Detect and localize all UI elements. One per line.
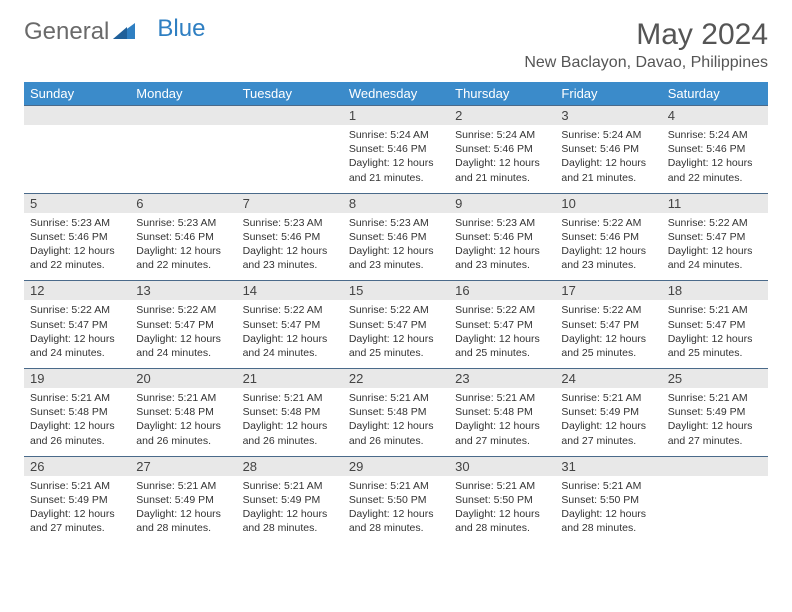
- day-cell: Sunrise: 5:22 AM Sunset: 5:47 PM Dayligh…: [343, 300, 449, 368]
- header: General Blue May 2024 New Baclayon, Dava…: [24, 18, 768, 72]
- day-cell: Sunrise: 5:23 AM Sunset: 5:46 PM Dayligh…: [343, 213, 449, 281]
- day-cell: [24, 125, 130, 193]
- day-number: 19: [24, 369, 130, 388]
- day-cell: Sunrise: 5:21 AM Sunset: 5:49 PM Dayligh…: [237, 476, 343, 544]
- day-number: [130, 106, 236, 125]
- day-number: 27: [130, 457, 236, 476]
- day-cell: Sunrise: 5:21 AM Sunset: 5:50 PM Dayligh…: [449, 476, 555, 544]
- day-cell: Sunrise: 5:24 AM Sunset: 5:46 PM Dayligh…: [662, 125, 768, 193]
- day-header: Friday: [555, 82, 661, 105]
- day-cell: Sunrise: 5:24 AM Sunset: 5:46 PM Dayligh…: [343, 125, 449, 193]
- day-cell: Sunrise: 5:21 AM Sunset: 5:49 PM Dayligh…: [130, 476, 236, 544]
- day-cell: Sunrise: 5:23 AM Sunset: 5:46 PM Dayligh…: [449, 213, 555, 281]
- day-number: 6: [130, 194, 236, 213]
- day-num-row: 12131415161718: [24, 280, 768, 300]
- day-number: 16: [449, 281, 555, 300]
- day-number: 5: [24, 194, 130, 213]
- day-cell: Sunrise: 5:22 AM Sunset: 5:47 PM Dayligh…: [237, 300, 343, 368]
- day-number: 1: [343, 106, 449, 125]
- day-number: [662, 457, 768, 476]
- day-cell: [662, 476, 768, 544]
- day-header: Tuesday: [237, 82, 343, 105]
- day-number: 17: [555, 281, 661, 300]
- day-number: 30: [449, 457, 555, 476]
- location: New Baclayon, Davao, Philippines: [524, 54, 768, 72]
- weeks: 1234Sunrise: 5:24 AM Sunset: 5:46 PM Day…: [24, 105, 768, 543]
- day-number: 24: [555, 369, 661, 388]
- day-cell: [130, 125, 236, 193]
- day-cell: Sunrise: 5:21 AM Sunset: 5:48 PM Dayligh…: [24, 388, 130, 456]
- day-content-row: Sunrise: 5:24 AM Sunset: 5:46 PM Dayligh…: [24, 125, 768, 193]
- day-cell: Sunrise: 5:24 AM Sunset: 5:46 PM Dayligh…: [449, 125, 555, 193]
- day-number: 23: [449, 369, 555, 388]
- logo-triangle-icon: [113, 18, 135, 46]
- day-cell: Sunrise: 5:23 AM Sunset: 5:46 PM Dayligh…: [24, 213, 130, 281]
- day-cell: Sunrise: 5:24 AM Sunset: 5:46 PM Dayligh…: [555, 125, 661, 193]
- day-cell: [237, 125, 343, 193]
- day-number: [237, 106, 343, 125]
- day-number: 3: [555, 106, 661, 125]
- day-number: 25: [662, 369, 768, 388]
- day-number: 29: [343, 457, 449, 476]
- day-cell: Sunrise: 5:22 AM Sunset: 5:47 PM Dayligh…: [130, 300, 236, 368]
- day-number: 13: [130, 281, 236, 300]
- day-number: 2: [449, 106, 555, 125]
- day-number: 22: [343, 369, 449, 388]
- day-number: 18: [662, 281, 768, 300]
- day-num-row: 19202122232425: [24, 368, 768, 388]
- day-number: 9: [449, 194, 555, 213]
- day-header: Saturday: [662, 82, 768, 105]
- day-number: 15: [343, 281, 449, 300]
- day-cell: Sunrise: 5:21 AM Sunset: 5:49 PM Dayligh…: [555, 388, 661, 456]
- day-number: 12: [24, 281, 130, 300]
- day-header: Thursday: [449, 82, 555, 105]
- day-cell: Sunrise: 5:21 AM Sunset: 5:48 PM Dayligh…: [343, 388, 449, 456]
- day-cell: Sunrise: 5:23 AM Sunset: 5:46 PM Dayligh…: [237, 213, 343, 281]
- day-cell: Sunrise: 5:22 AM Sunset: 5:47 PM Dayligh…: [449, 300, 555, 368]
- logo: General Blue: [24, 18, 205, 46]
- day-number: 7: [237, 194, 343, 213]
- day-cell: Sunrise: 5:21 AM Sunset: 5:48 PM Dayligh…: [237, 388, 343, 456]
- day-number: 31: [555, 457, 661, 476]
- day-number: 20: [130, 369, 236, 388]
- day-num-row: 262728293031: [24, 456, 768, 476]
- day-number: 14: [237, 281, 343, 300]
- day-number: 28: [237, 457, 343, 476]
- logo-text-blue: Blue: [157, 15, 205, 43]
- day-header: Sunday: [24, 82, 130, 105]
- month-title: May 2024: [524, 18, 768, 52]
- day-number: 11: [662, 194, 768, 213]
- day-cell: Sunrise: 5:22 AM Sunset: 5:47 PM Dayligh…: [555, 300, 661, 368]
- day-cell: Sunrise: 5:21 AM Sunset: 5:47 PM Dayligh…: [662, 300, 768, 368]
- day-number: 8: [343, 194, 449, 213]
- day-cell: Sunrise: 5:21 AM Sunset: 5:49 PM Dayligh…: [662, 388, 768, 456]
- day-number: [24, 106, 130, 125]
- day-cell: Sunrise: 5:22 AM Sunset: 5:47 PM Dayligh…: [24, 300, 130, 368]
- title-block: May 2024 New Baclayon, Davao, Philippine…: [524, 18, 768, 72]
- day-cell: Sunrise: 5:21 AM Sunset: 5:48 PM Dayligh…: [130, 388, 236, 456]
- day-number: 4: [662, 106, 768, 125]
- day-number: 10: [555, 194, 661, 213]
- calendar: Sunday Monday Tuesday Wednesday Thursday…: [24, 82, 768, 543]
- day-cell: Sunrise: 5:22 AM Sunset: 5:46 PM Dayligh…: [555, 213, 661, 281]
- day-number: 21: [237, 369, 343, 388]
- day-content-row: Sunrise: 5:21 AM Sunset: 5:48 PM Dayligh…: [24, 388, 768, 456]
- day-content-row: Sunrise: 5:22 AM Sunset: 5:47 PM Dayligh…: [24, 300, 768, 368]
- day-cell: Sunrise: 5:21 AM Sunset: 5:50 PM Dayligh…: [343, 476, 449, 544]
- day-cell: Sunrise: 5:21 AM Sunset: 5:49 PM Dayligh…: [24, 476, 130, 544]
- day-header: Monday: [130, 82, 236, 105]
- day-num-row: 1234: [24, 105, 768, 125]
- day-cell: Sunrise: 5:23 AM Sunset: 5:46 PM Dayligh…: [130, 213, 236, 281]
- day-content-row: Sunrise: 5:23 AM Sunset: 5:46 PM Dayligh…: [24, 213, 768, 281]
- day-cell: Sunrise: 5:22 AM Sunset: 5:47 PM Dayligh…: [662, 213, 768, 281]
- day-header: Wednesday: [343, 82, 449, 105]
- day-number: 26: [24, 457, 130, 476]
- day-content-row: Sunrise: 5:21 AM Sunset: 5:49 PM Dayligh…: [24, 476, 768, 544]
- day-cell: Sunrise: 5:21 AM Sunset: 5:48 PM Dayligh…: [449, 388, 555, 456]
- logo-text-general: General: [24, 18, 109, 46]
- day-num-row: 567891011: [24, 193, 768, 213]
- day-headers: Sunday Monday Tuesday Wednesday Thursday…: [24, 82, 768, 105]
- day-cell: Sunrise: 5:21 AM Sunset: 5:50 PM Dayligh…: [555, 476, 661, 544]
